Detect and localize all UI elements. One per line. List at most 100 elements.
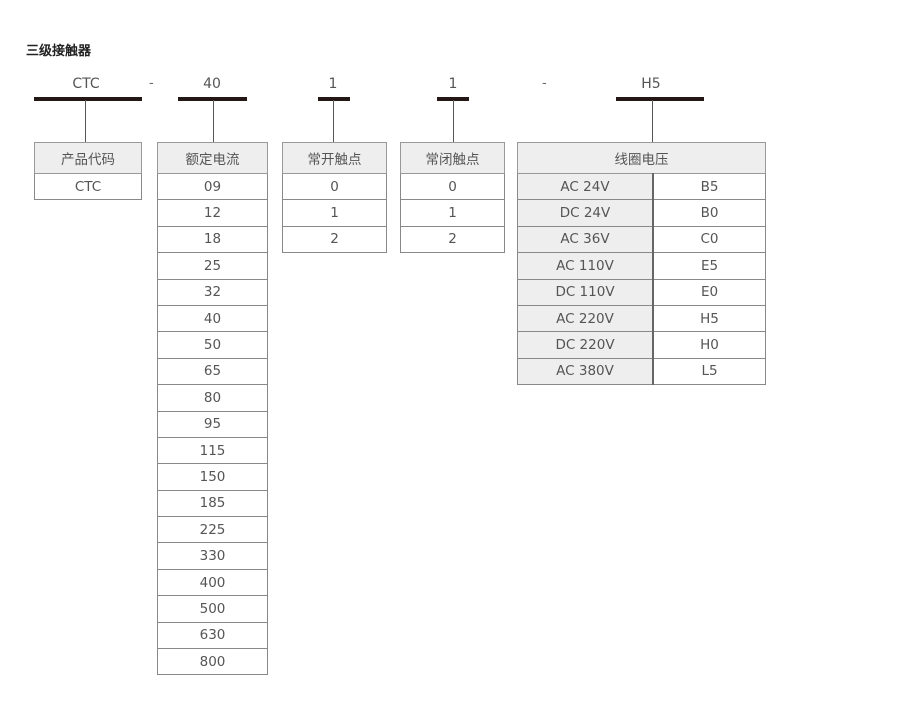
table-header: 线圈电压: [517, 142, 766, 174]
table-row: AC 24V B5: [517, 172, 766, 201]
table-cell: 40: [157, 304, 268, 333]
code-cell: L5: [652, 357, 766, 386]
voltage-cell: AC 110V: [517, 252, 654, 280]
table-row: AC 36V C0: [517, 225, 766, 254]
code-part-coil: H5: [641, 76, 661, 92]
table-cell: 1: [282, 199, 387, 227]
table-cell: 800: [157, 648, 268, 676]
table-row: 500: [157, 595, 268, 623]
table-row: 630: [157, 621, 268, 650]
table-cell: 500: [157, 595, 268, 623]
table-cell: 32: [157, 278, 268, 306]
table-cell: 225: [157, 516, 268, 544]
page-title: 三级接触器: [26, 44, 92, 59]
table-cell: 18: [157, 225, 268, 254]
voltage-cell: AC 220V: [517, 304, 654, 333]
connector-line: [213, 100, 214, 142]
table-cell: 630: [157, 621, 268, 650]
table-row: AC 110V E5: [517, 252, 766, 280]
coil-voltage-table: 线圈电压 AC 24V B5 DC 24V B0 AC 36V C0 AC 110V E5 DC …: [517, 142, 766, 386]
separator: -: [542, 76, 547, 91]
voltage-cell: DC 24V: [517, 199, 654, 227]
table-row: 225: [157, 516, 268, 544]
voltage-cell: AC 36V: [517, 225, 654, 254]
table-row: 400: [157, 568, 268, 597]
code-part-no-contact: 1: [328, 76, 338, 92]
table-row: 50: [157, 331, 268, 359]
code-part-current: 40: [203, 76, 221, 92]
table-row: 25: [157, 252, 268, 280]
table-cell: 80: [157, 384, 268, 412]
table-cell: 2: [282, 225, 387, 254]
table-row: 330: [157, 542, 268, 570]
table-cell: 50: [157, 331, 268, 359]
table-row: 800: [157, 648, 268, 676]
separator: -: [149, 76, 154, 91]
table-cell: CTC: [34, 172, 142, 201]
table-row: 12: [157, 199, 268, 227]
voltage-cell: AC 24V: [517, 172, 654, 201]
table-cell: 95: [157, 410, 268, 438]
table-header: 常开触点: [282, 142, 387, 174]
code-bar: [616, 97, 704, 101]
table-cell: 12: [157, 199, 268, 227]
connector-line: [453, 100, 454, 142]
connector-line: [85, 100, 86, 142]
table-row: 0: [400, 172, 505, 201]
table-row: 80: [157, 384, 268, 412]
table-row: 95: [157, 410, 268, 438]
code-cell: C0: [652, 225, 766, 254]
code-cell: E5: [652, 252, 766, 280]
no-contact-table: 常开触点 0 1 2: [282, 142, 387, 254]
code-cell: H5: [652, 304, 766, 333]
table-cell: 2: [400, 225, 505, 254]
code-bar: [34, 97, 142, 101]
code-part-product: CTC: [72, 76, 100, 92]
code-bar: [318, 97, 350, 101]
code-bar: [178, 97, 247, 101]
code-cell: B5: [652, 172, 766, 201]
table-cell: 0: [400, 172, 505, 201]
voltage-cell: DC 220V: [517, 331, 654, 359]
table-row: CTC: [34, 172, 142, 201]
code-part-nc-contact: 1: [448, 76, 458, 92]
table-row: 185: [157, 489, 268, 518]
table-row: 2: [282, 225, 387, 254]
table-row: 18: [157, 225, 268, 254]
product-code-table: 产品代码 CTC: [34, 142, 142, 201]
table-row: 09: [157, 172, 268, 201]
table-header: 额定电流: [157, 142, 268, 174]
table-header: 常闭触点: [400, 142, 505, 174]
table-row: AC 220V H5: [517, 304, 766, 333]
code-bar: [437, 97, 469, 101]
table-row: 1: [400, 199, 505, 227]
table-row: DC 220V H0: [517, 331, 766, 359]
connector-line: [333, 100, 334, 142]
table-row: DC 24V B0: [517, 199, 766, 227]
nc-contact-table: 常闭触点 0 1 2: [400, 142, 505, 254]
code-cell: B0: [652, 199, 766, 227]
table-row: DC 110V E0: [517, 278, 766, 306]
table-cell: 115: [157, 436, 268, 465]
table-cell: 330: [157, 542, 268, 570]
connector-line: [652, 100, 653, 142]
table-cell: 0: [282, 172, 387, 201]
table-cell: 65: [157, 357, 268, 386]
table-row: 2: [400, 225, 505, 254]
table-row: 115: [157, 436, 268, 465]
table-row: 32: [157, 278, 268, 306]
table-cell: 400: [157, 568, 268, 597]
table-row: AC 380V L5: [517, 357, 766, 386]
table-row: 1: [282, 199, 387, 227]
voltage-cell: AC 380V: [517, 357, 654, 386]
table-cell: 09: [157, 172, 268, 201]
table-row: 0: [282, 172, 387, 201]
table-cell: 185: [157, 489, 268, 518]
code-cell: H0: [652, 331, 766, 359]
rated-current-table: 额定电流 09 12 18 25 32 40 50 65 80 95 115 150 185 225 330 4…: [157, 142, 268, 676]
code-cell: E0: [652, 278, 766, 306]
table-cell: 1: [400, 199, 505, 227]
table-row: 40: [157, 304, 268, 333]
voltage-cell: DC 110V: [517, 278, 654, 306]
table-cell: 25: [157, 252, 268, 280]
